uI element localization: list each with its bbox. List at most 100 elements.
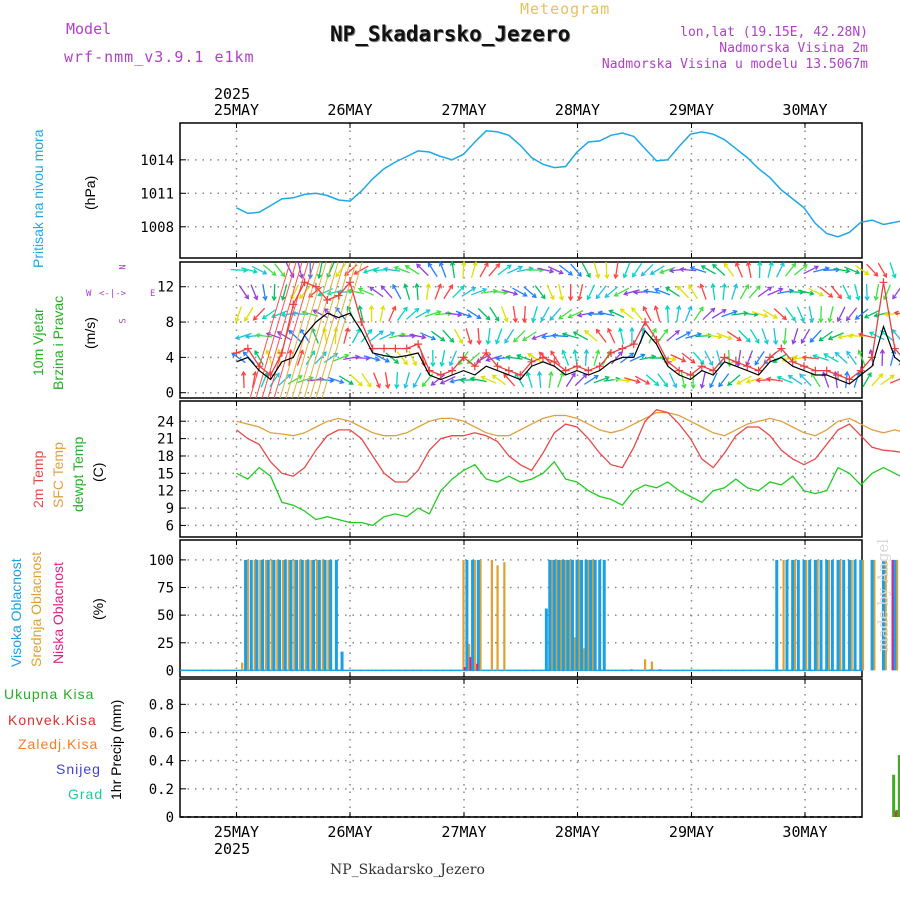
wind-arrow-head xyxy=(275,372,280,378)
wind-arrow xyxy=(431,374,445,386)
wind-arrow-head xyxy=(818,336,824,342)
wind-arrow-head xyxy=(847,333,853,339)
wind-arrow xyxy=(512,287,527,297)
cloud-mid-bar xyxy=(782,559,785,671)
cloud-ylabel-high: Visoka Oblacnost xyxy=(8,558,24,667)
wind-arrow-head xyxy=(763,339,769,345)
wind-arrow-head xyxy=(505,354,511,360)
wind-arrow xyxy=(645,374,659,386)
wind-arrow xyxy=(369,330,384,342)
y-tick-label: 1008 xyxy=(140,220,174,236)
wind-arrow-head xyxy=(421,382,427,388)
wind-arrow-head xyxy=(736,380,742,385)
gust-marker xyxy=(300,278,309,287)
wind-arrow-head xyxy=(754,360,760,366)
wind-arrow xyxy=(558,308,573,320)
wind-arrow xyxy=(251,372,257,388)
wind-arrow-head xyxy=(346,305,352,311)
wind-arrow xyxy=(685,333,702,339)
cloud-high-bar xyxy=(785,559,789,671)
cloud-high-bar xyxy=(649,669,653,671)
cloud-mid-bar xyxy=(253,559,256,671)
precip-total-bar xyxy=(897,755,900,817)
wind-arrow-head xyxy=(348,380,354,385)
cloud-mid-bar xyxy=(884,559,887,671)
wind-arrow xyxy=(500,306,508,322)
wind-arrow xyxy=(581,262,591,278)
cloud-mid-bar xyxy=(304,559,307,671)
wind-arrow-head xyxy=(252,370,258,377)
wind-arrow-head xyxy=(718,382,723,388)
wind-arrow-head xyxy=(531,335,537,341)
cloud-high-bar xyxy=(593,559,597,671)
gust-marker xyxy=(595,362,604,371)
wind-arrow-head xyxy=(385,383,391,390)
wind-arrow-head xyxy=(449,260,456,267)
panel-border xyxy=(179,678,863,818)
wind-arrow-head xyxy=(710,282,716,288)
wind-arrow xyxy=(231,352,246,364)
wind-arrow xyxy=(741,312,758,316)
y-tick-label: 75 xyxy=(157,581,174,597)
wind-arrow-head xyxy=(640,271,646,277)
wind-arrow-head xyxy=(280,272,286,278)
wind-arrow xyxy=(739,284,749,300)
y-tick-label: 50 xyxy=(157,608,174,624)
wind-arrow-head xyxy=(459,377,465,383)
cloud-mid-bar xyxy=(270,559,273,671)
wind-arrow xyxy=(712,283,716,301)
y-tick-label: 100 xyxy=(149,553,174,569)
cloud-mid-bar xyxy=(293,559,296,671)
wind-arrow-head xyxy=(772,340,779,346)
wind-arrow xyxy=(379,306,384,322)
wind-arrow xyxy=(262,264,276,276)
wind-arrow xyxy=(705,334,722,338)
wind-arrow-head xyxy=(889,374,895,380)
wind-arrow-head xyxy=(855,295,861,301)
wind-arrow-head xyxy=(837,334,843,340)
y-tick-label: 25 xyxy=(157,636,174,652)
wind-arrow-head xyxy=(674,329,680,335)
wind-arrow-head xyxy=(485,356,491,362)
wind-arrow xyxy=(799,373,812,387)
wind-arrow-head xyxy=(280,295,286,301)
cloud-mid-bar xyxy=(246,559,249,671)
wind-arrow xyxy=(593,376,610,384)
wind-arrow-head xyxy=(653,305,659,311)
gust-marker xyxy=(856,366,865,375)
y-tick-label: 0 xyxy=(166,810,174,826)
cloud-high-bar xyxy=(791,559,795,671)
wind-arrow xyxy=(527,353,543,363)
wind-arrow xyxy=(440,375,456,385)
cloud-high-bar xyxy=(557,559,561,671)
gust-marker xyxy=(436,371,445,380)
precip-total-bar xyxy=(892,774,896,817)
wind-arrow xyxy=(853,372,860,388)
gust-marker xyxy=(788,357,797,366)
wind-arrow xyxy=(813,354,829,362)
y-tick-label: 12 xyxy=(157,280,174,296)
wind-arrow xyxy=(238,285,249,299)
wind-arrow-head xyxy=(712,263,718,269)
y-tick-label: 12 xyxy=(157,484,174,500)
wind-arrow xyxy=(624,377,640,383)
cloud-high-bar xyxy=(340,651,344,671)
compass-n: N xyxy=(118,264,129,270)
hatch-line xyxy=(267,261,309,399)
wind-arrow xyxy=(562,333,579,339)
wind-arrow xyxy=(666,305,669,323)
wind-arrow-head xyxy=(782,315,788,321)
wind-arrow-head xyxy=(392,283,397,290)
wind-arrow xyxy=(808,287,824,297)
wind-arrow-head xyxy=(416,263,421,269)
cloud-mid-bar xyxy=(873,559,876,671)
temp-unit: (C) xyxy=(90,462,106,482)
cloud-high-bar xyxy=(598,559,602,671)
wind-arrow xyxy=(452,285,465,299)
wind-arrow-head xyxy=(476,340,482,346)
wind-arrow xyxy=(385,352,399,364)
wind-arrow xyxy=(548,371,552,389)
wind-arrow xyxy=(727,374,741,386)
wind-arrow xyxy=(869,331,885,341)
wind-arrow xyxy=(751,310,768,318)
